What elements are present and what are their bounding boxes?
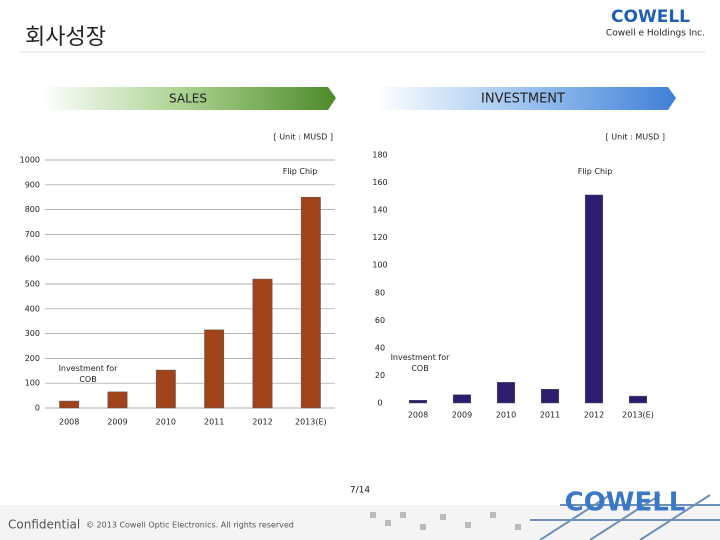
x-tick-label: 2012 xyxy=(252,418,272,427)
bar xyxy=(540,388,560,404)
page-number: 7/14 xyxy=(350,486,370,496)
investment-banner xyxy=(375,87,676,110)
y-tick-label: 100 xyxy=(25,379,40,388)
company: Cowell e Holdings Inc. xyxy=(606,29,705,39)
slide-title: 회사성장 xyxy=(25,25,106,50)
bar xyxy=(496,382,516,404)
y-tick-label: 1000 xyxy=(20,156,40,165)
y-tick-label: 100 xyxy=(372,261,387,270)
bar xyxy=(204,329,225,409)
bar xyxy=(107,391,128,409)
confidential: Confidential xyxy=(8,518,80,532)
bar xyxy=(452,394,472,404)
x-tick-label: 2013(E) xyxy=(622,411,654,420)
y-tick-label: 140 xyxy=(372,206,387,215)
footer-grid xyxy=(530,494,720,540)
section-title: INVESTMENT xyxy=(481,92,565,107)
y-tick-label: 900 xyxy=(25,180,40,189)
y-tick-label: 180 xyxy=(372,151,387,160)
annotation: Investment for COB xyxy=(390,353,450,373)
y-tick-label: 20 xyxy=(375,371,385,380)
sales-banner xyxy=(40,87,336,110)
y-tick-label: 200 xyxy=(25,354,40,363)
unit-label: [ Unit : MUSD ] xyxy=(606,133,665,142)
y-tick-label: 120 xyxy=(372,233,387,242)
x-tick-label: 2008 xyxy=(59,418,79,427)
x-tick-label: 2010 xyxy=(156,418,176,427)
x-tick-label: 2011 xyxy=(204,418,224,427)
x-tick-label: 2011 xyxy=(540,411,560,420)
x-tick-label: 2012 xyxy=(584,411,604,420)
y-tick-label: 400 xyxy=(25,304,40,313)
y-tick-label: 0 xyxy=(377,399,382,408)
annotation: Investment for COB xyxy=(58,364,118,384)
y-tick-label: 80 xyxy=(375,288,385,297)
y-tick-label: 800 xyxy=(25,205,40,214)
x-tick-label: 2013(E) xyxy=(295,418,327,427)
y-tick-label: 160 xyxy=(372,178,387,187)
y-tick-label: 500 xyxy=(25,280,40,289)
x-tick-label: 2009 xyxy=(107,418,127,427)
y-tick-label: 700 xyxy=(25,230,40,239)
bar xyxy=(59,400,80,409)
unit-label: [ Unit : MUSD ] xyxy=(274,133,333,142)
y-tick-label: 300 xyxy=(25,329,40,338)
bar xyxy=(300,196,321,409)
annotation: Flip Chip xyxy=(577,167,613,176)
x-tick-label: 2010 xyxy=(496,411,516,420)
x-tick-label: 2009 xyxy=(452,411,472,420)
annotation: Flip Chip xyxy=(282,167,318,176)
section-title: SALES xyxy=(169,92,207,106)
y-tick-label: 600 xyxy=(25,255,40,264)
footer-dots xyxy=(370,512,521,530)
x-tick-label: 2008 xyxy=(408,411,428,420)
y-tick-label: 0 xyxy=(35,404,40,413)
bar xyxy=(408,399,428,404)
bar xyxy=(155,369,176,409)
bar xyxy=(584,194,604,404)
copyright: © 2013 Cowell Optic Electronics. All rig… xyxy=(86,521,294,530)
logo-large: COWELL xyxy=(565,488,686,518)
bar xyxy=(252,278,273,409)
y-tick-label: 60 xyxy=(375,316,385,325)
logo: COWELL xyxy=(611,7,690,27)
y-tick-label: 40 xyxy=(375,343,385,352)
bar xyxy=(628,395,648,404)
